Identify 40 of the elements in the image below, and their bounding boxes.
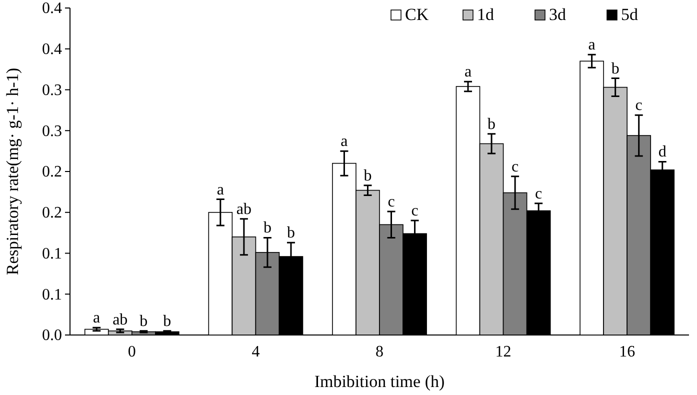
data-label: c bbox=[635, 97, 642, 114]
x-tick-label: 16 bbox=[619, 343, 636, 360]
data-label: b bbox=[611, 60, 620, 78]
y-tick-label: 0.3 bbox=[42, 122, 62, 140]
x-tick-label: 0 bbox=[128, 343, 136, 360]
data-label: d bbox=[658, 144, 666, 161]
data-label: c bbox=[512, 158, 519, 176]
y-tick-label: 0.4 bbox=[42, 0, 62, 18]
data-label: b bbox=[488, 116, 496, 133]
data-label: a bbox=[340, 133, 348, 150]
data-label: ab bbox=[236, 200, 252, 218]
y-tick-label: 0.1 bbox=[42, 286, 62, 304]
y-axis-title: Respiratory rate(mg· g-1· h-1) bbox=[3, 68, 22, 276]
data-label: b bbox=[263, 220, 272, 237]
data-label: a bbox=[464, 64, 472, 81]
x-tick-label: 12 bbox=[495, 343, 512, 360]
y-tick-label: 0.4 bbox=[42, 40, 62, 58]
y-tick-label: 0.1 bbox=[42, 245, 62, 262]
data-label: c bbox=[411, 202, 418, 220]
x-axis-title: Imbibition time (h) bbox=[314, 372, 445, 391]
x-tick-label: 4 bbox=[252, 343, 260, 360]
data-label: c bbox=[535, 185, 542, 202]
legend-label: 1d bbox=[477, 5, 494, 24]
y-tick-label: 0.0 bbox=[42, 327, 62, 344]
data-label: b bbox=[140, 312, 148, 330]
data-label: a bbox=[93, 310, 100, 327]
data-label: a bbox=[216, 181, 224, 198]
data-label: c bbox=[388, 194, 395, 211]
legend-label: 5d bbox=[621, 5, 638, 24]
data-label: b bbox=[286, 224, 295, 242]
x-tick-label: 8 bbox=[376, 343, 384, 360]
legend-label: 3d bbox=[549, 5, 566, 24]
y-tick-label: 0.2 bbox=[42, 164, 62, 181]
y-tick-label: 0.3 bbox=[42, 82, 62, 99]
data-label: b bbox=[364, 167, 372, 184]
data-label: b bbox=[163, 312, 172, 330]
data-label: a bbox=[588, 36, 596, 54]
y-tick-label: 0.2 bbox=[42, 204, 62, 222]
data-label: ab bbox=[112, 311, 128, 328]
legend-label: CK bbox=[405, 5, 430, 24]
